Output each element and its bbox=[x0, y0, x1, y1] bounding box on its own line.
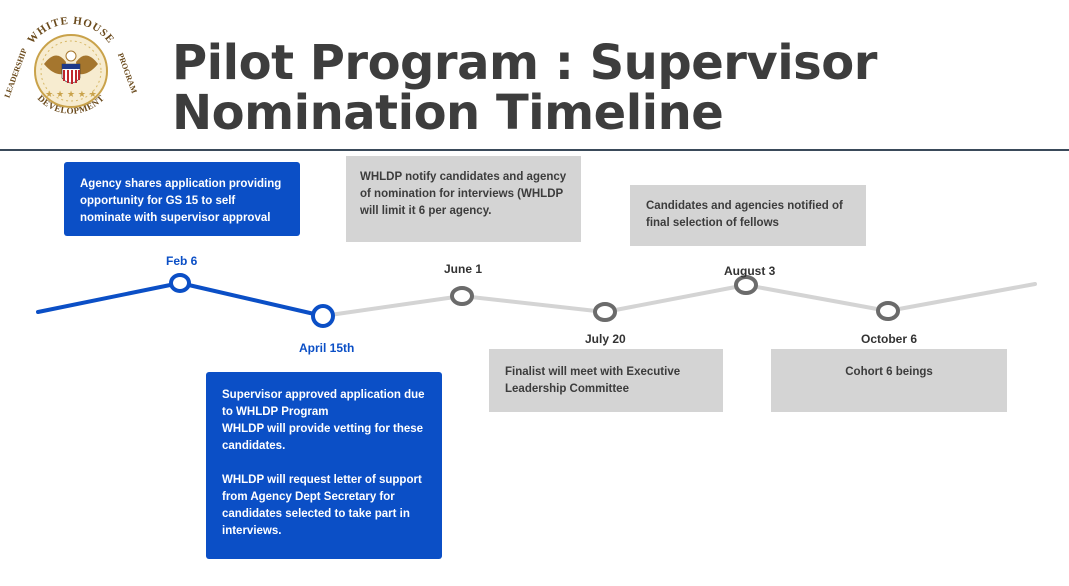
milestone-date-april-15th: April 15th bbox=[299, 341, 355, 355]
timeline-node-october-6 bbox=[876, 301, 900, 321]
milestone-box-october-6: Cohort 6 beings bbox=[771, 349, 1007, 412]
page-title: Pilot Program : Supervisor Nomination Ti… bbox=[172, 35, 877, 141]
milestone-date-feb-6: Feb 6 bbox=[166, 254, 198, 268]
milestone-box-april-15th: Supervisor approved application due to W… bbox=[206, 372, 442, 559]
milestone-box-feb-6: Agency shares application providing oppo… bbox=[64, 162, 300, 236]
timeline-node-feb-6 bbox=[169, 273, 191, 293]
milestone-date-july-20: July 20 bbox=[585, 332, 626, 346]
milestone-date-august-3: August 3 bbox=[724, 264, 776, 278]
white-house-leadership-seal-logo: WHITE HOUSE DEVELOPMENT LEADERSHIP PROGR… bbox=[4, 7, 138, 135]
timeline-node-april-15th bbox=[311, 304, 335, 328]
milestone-date-october-6: October 6 bbox=[861, 332, 918, 346]
timeline-node-june-1 bbox=[450, 286, 474, 306]
milestone-box-july-20: Finalist will meet with Executive Leader… bbox=[489, 349, 723, 412]
milestone-box-june-1: WHLDP notify candidates and agency of no… bbox=[346, 156, 581, 242]
timeline-node-august-3 bbox=[734, 275, 758, 295]
timeline-node-july-20 bbox=[593, 302, 617, 322]
timeline-completed-line bbox=[36, 281, 325, 318]
milestone-box-august-3: Candidates and agencies notified of fina… bbox=[630, 185, 866, 246]
svg-text:★ ★ ★ ★ ★: ★ ★ ★ ★ ★ bbox=[45, 90, 97, 100]
milestone-date-june-1: June 1 bbox=[444, 262, 483, 276]
timeline-upcoming-line bbox=[321, 282, 1037, 318]
header-divider bbox=[0, 149, 1069, 151]
